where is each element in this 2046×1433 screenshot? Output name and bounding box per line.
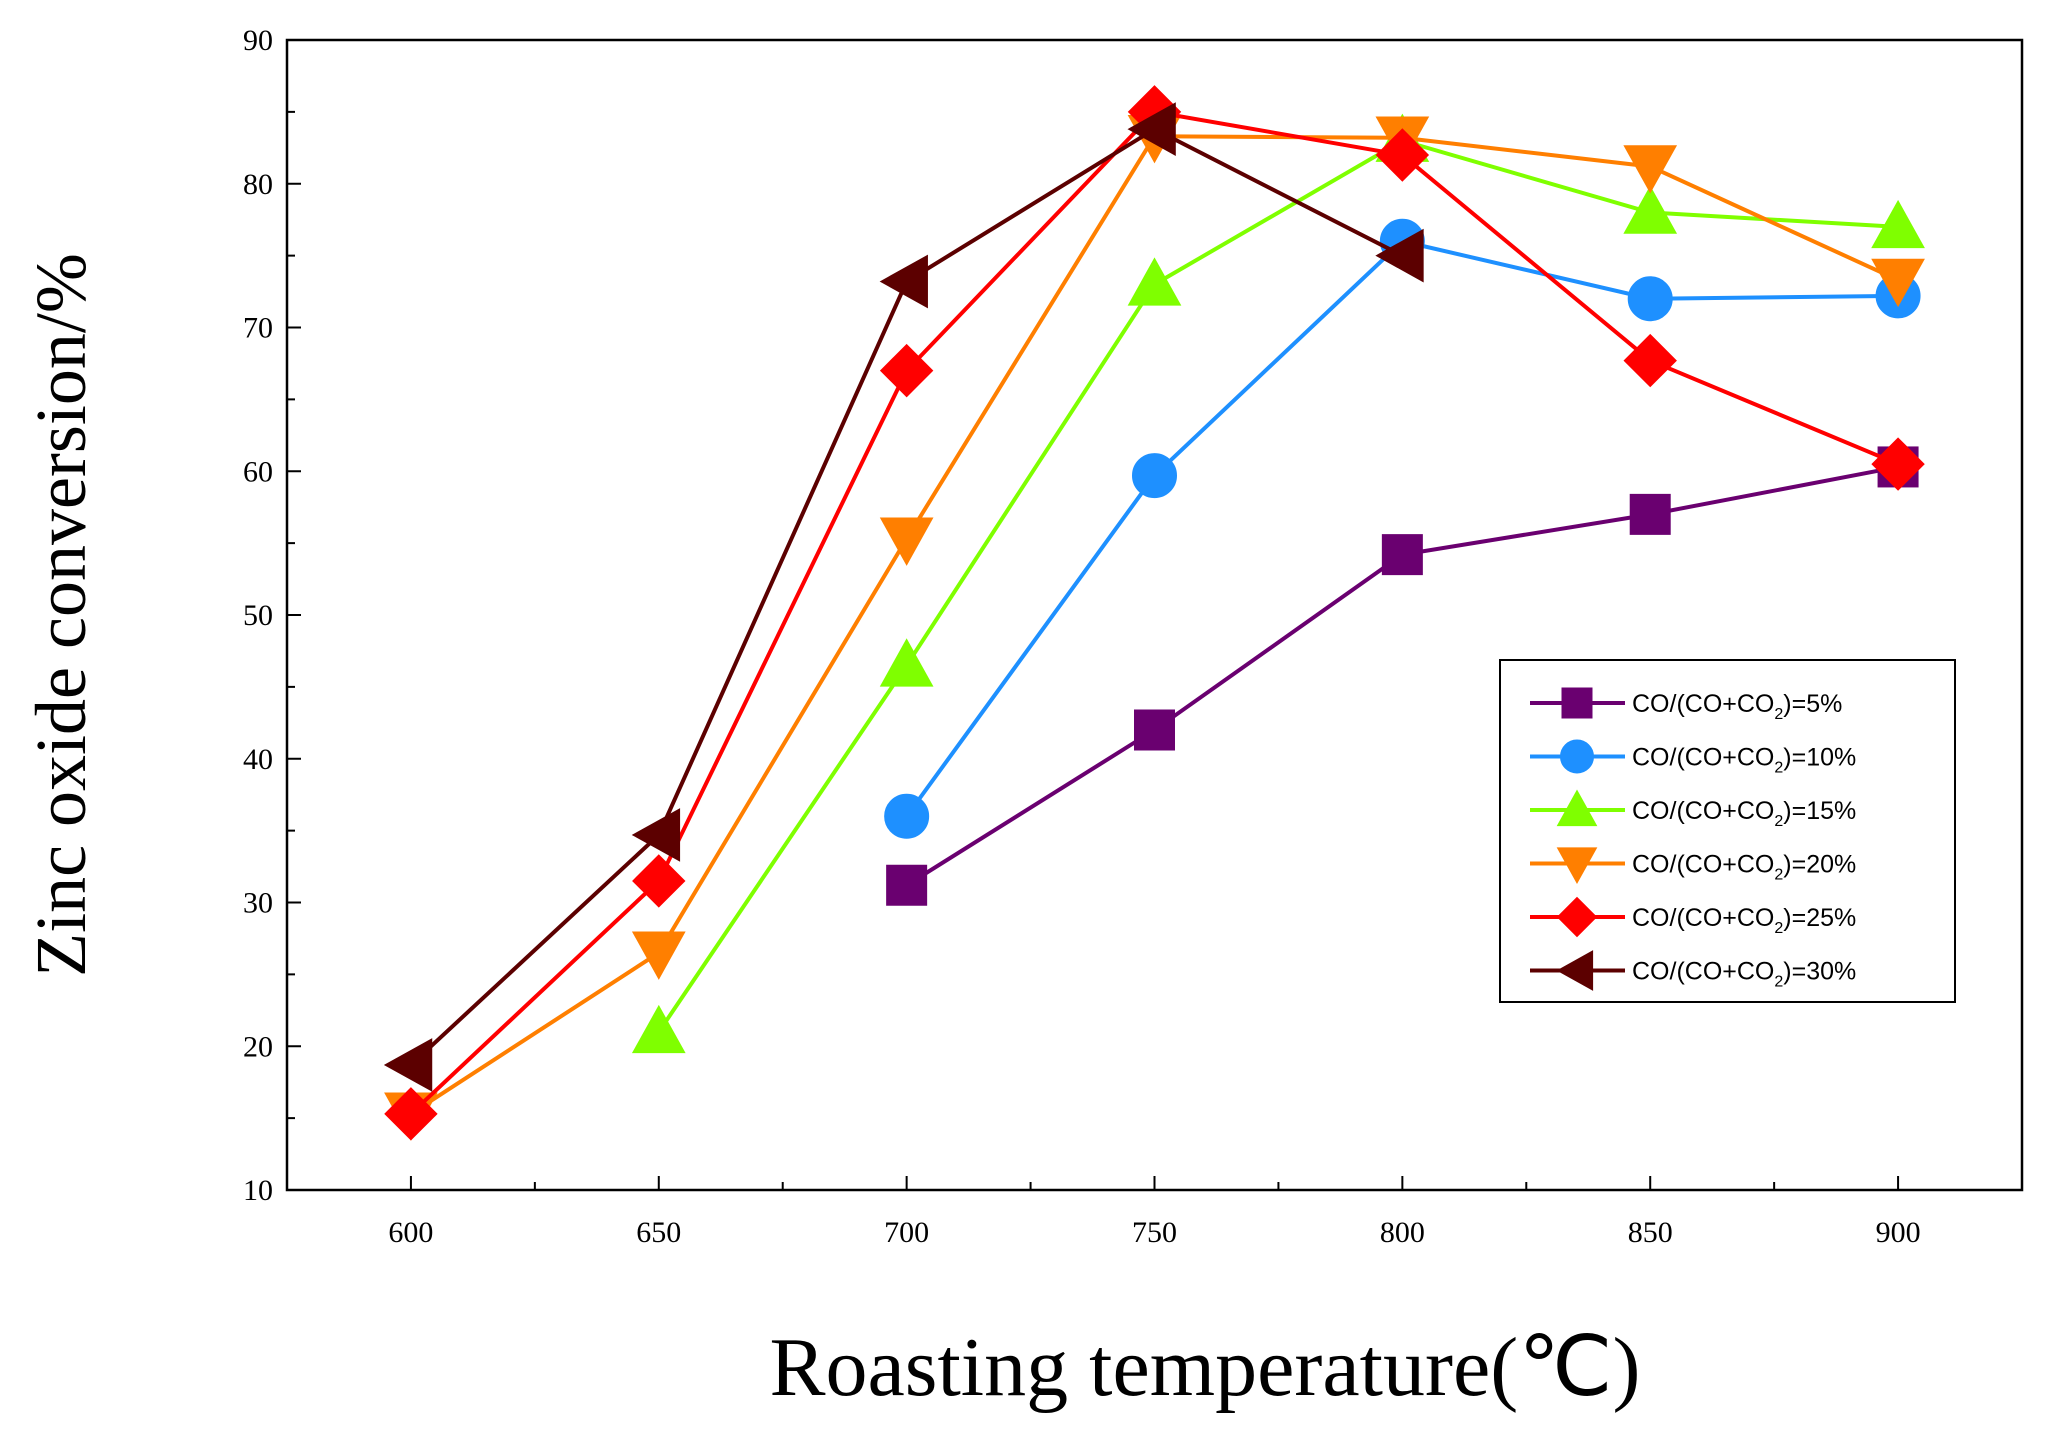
legend-label: CO/(CO+CO2)=15% xyxy=(1632,797,1856,830)
legend: CO/(CO+CO2)=5%CO/(CO+CO2)=10%CO/(CO+CO2)… xyxy=(1499,659,1956,1003)
legend-label-subscript: 2 xyxy=(1774,706,1783,723)
data-point xyxy=(384,1087,438,1141)
x-tick-label: 850 xyxy=(1628,1216,1673,1249)
legend-label-subscript: 2 xyxy=(1774,920,1783,937)
legend-label-suffix: )=15% xyxy=(1783,797,1856,825)
data-point xyxy=(383,1038,433,1092)
data-point xyxy=(1127,257,1182,306)
legend-item: CO/(CO+CO2)=20% xyxy=(1530,847,1856,885)
data-point xyxy=(886,864,928,906)
data-point xyxy=(631,808,681,862)
series-1 xyxy=(886,446,1919,906)
legend-label: CO/(CO+CO2)=30% xyxy=(1632,958,1856,991)
legend-label: CO/(CO+CO2)=25% xyxy=(1632,904,1856,937)
data-point xyxy=(1375,128,1430,182)
data-point xyxy=(1134,709,1175,751)
legend-label: CO/(CO+CO2)=10% xyxy=(1632,744,1856,777)
legend-label-main: CO/(CO+CO xyxy=(1632,851,1774,879)
y-tick-label: 60 xyxy=(243,455,273,488)
tick-labels: 600 650 700 750 800 850 900 10 20 30 40 50 60 70 80 90 xyxy=(243,24,1921,1249)
data-point xyxy=(1127,102,1176,156)
y-tick-label: 10 xyxy=(243,1174,273,1207)
y-tick-label: 40 xyxy=(243,743,273,776)
legend-label-subscript: 2 xyxy=(1774,867,1783,884)
series-6 xyxy=(383,102,1424,1092)
legend-item: CO/(CO+CO2)=5% xyxy=(1530,687,1842,723)
x-axis-title: Roasting temperature(℃) xyxy=(769,1321,1640,1414)
data-point xyxy=(1871,199,1925,249)
legend-marker xyxy=(1560,739,1594,774)
legend-label: CO/(CO+CO2)=5% xyxy=(1632,690,1842,723)
series-5 xyxy=(384,85,1925,1141)
legend-label-suffix: )=10% xyxy=(1783,744,1856,772)
legend-marker xyxy=(1556,950,1594,991)
legend-label-main: CO/(CO+CO xyxy=(1632,958,1774,986)
legend-item: CO/(CO+CO2)=30% xyxy=(1530,950,1856,991)
y-tick-label: 20 xyxy=(243,1030,273,1063)
legend-label-suffix: )=25% xyxy=(1783,904,1856,932)
legend-label-main: CO/(CO+CO xyxy=(1632,904,1774,932)
legend-label-subscript: 2 xyxy=(1774,974,1783,991)
legend-marker xyxy=(1556,847,1598,885)
legend-label-suffix: )=20% xyxy=(1783,851,1856,879)
data-point xyxy=(1623,333,1677,388)
x-tick-label: 900 xyxy=(1876,1216,1921,1249)
data-point xyxy=(879,343,934,398)
data-point xyxy=(631,931,686,980)
plot-frame xyxy=(285,38,2024,1192)
data-point xyxy=(879,638,934,687)
legend-label-main: CO/(CO+CO xyxy=(1632,744,1774,772)
data-point xyxy=(631,1004,686,1054)
legend-label-subscript: 2 xyxy=(1774,813,1783,830)
data-series xyxy=(383,85,1925,1141)
x-tick-label: 700 xyxy=(884,1216,929,1249)
legend-label-main: CO/(CO+CO xyxy=(1632,690,1774,718)
data-point xyxy=(879,517,934,566)
legend-item: CO/(CO+CO2)=15% xyxy=(1530,789,1856,830)
legend-marker xyxy=(1556,896,1598,938)
x-tick-label: 800 xyxy=(1380,1216,1425,1249)
legend-marker xyxy=(1556,789,1598,827)
legend-item: CO/(CO+CO2)=25% xyxy=(1530,896,1856,938)
x-tick-label: 750 xyxy=(1132,1216,1177,1249)
y-tick-label: 80 xyxy=(243,168,273,201)
data-point xyxy=(1623,145,1678,194)
legend-label-main: CO/(CO+CO xyxy=(1632,797,1774,825)
series-line xyxy=(657,138,1899,1033)
legend-label: CO/(CO+CO2)=20% xyxy=(1632,851,1856,884)
y-tick-label: 30 xyxy=(243,887,273,920)
legend-marker xyxy=(1561,687,1593,719)
data-point xyxy=(1627,276,1673,322)
data-point xyxy=(1871,258,1925,308)
x-tick-label: 600 xyxy=(388,1216,433,1249)
y-tick-label: 70 xyxy=(243,312,273,345)
axis-ticks xyxy=(287,39,1900,1191)
data-point xyxy=(1375,228,1424,283)
y-axis-title: Zinc oxide conversion/% xyxy=(21,253,101,977)
y-tick-label: 90 xyxy=(243,24,273,57)
legend-label-subscript: 2 xyxy=(1774,760,1783,777)
data-point xyxy=(879,254,928,309)
data-point xyxy=(1871,437,1925,491)
data-point xyxy=(1623,185,1678,234)
y-tick-label: 50 xyxy=(243,599,273,632)
data-point xyxy=(1132,453,1177,499)
data-point xyxy=(884,793,930,839)
legend-item: CO/(CO+CO2)=10% xyxy=(1530,739,1856,777)
data-point xyxy=(632,854,686,908)
legend-label-suffix: )=5% xyxy=(1783,690,1842,718)
data-point xyxy=(1381,534,1423,576)
data-point xyxy=(1629,493,1671,535)
legend-label-suffix: )=30% xyxy=(1783,958,1856,986)
x-tick-label: 650 xyxy=(636,1216,681,1249)
